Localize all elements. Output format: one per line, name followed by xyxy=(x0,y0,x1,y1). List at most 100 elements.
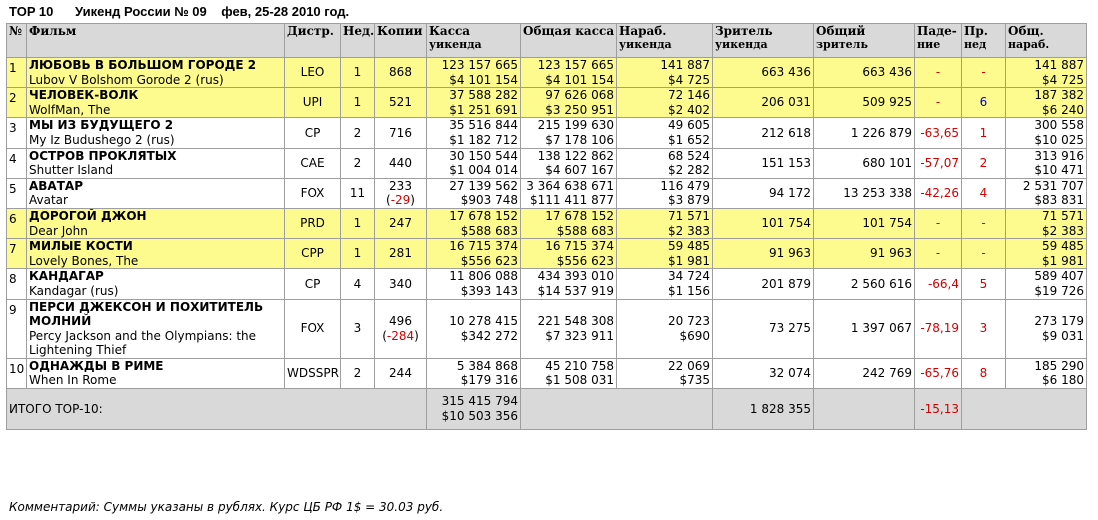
weeks-cell: 2 xyxy=(340,357,375,390)
rank-cell: 1 xyxy=(6,56,27,89)
weeks-count: 1 xyxy=(353,65,362,80)
total-viewers-cell: 1 226 879 xyxy=(813,117,915,149)
total-viewers: 680 101 xyxy=(862,155,912,170)
weeks-count: 11 xyxy=(349,186,366,201)
total-gross-usd: $556 623 xyxy=(556,253,614,268)
weekend-viewers-cell: 206 031 xyxy=(712,87,814,119)
prev-week-cell: - xyxy=(961,207,1006,240)
total-viewers-cell: 509 925 xyxy=(813,87,915,119)
film-cell: ДОРОГОЙ ДЖОН Dear John xyxy=(26,207,285,240)
film-cell: КАНДАГАР Kandagar (rus) xyxy=(26,268,285,300)
header-sublabel: уикенда xyxy=(619,38,672,51)
copies-cell: 247 xyxy=(374,207,427,240)
total-gross-rub: 215 199 630 xyxy=(537,118,614,133)
total-gross-cell: 45 210 758 $1 508 031 xyxy=(520,357,617,390)
total-gross-rub: 3 364 638 671 xyxy=(526,178,614,193)
total-avg-rub: 185 290 xyxy=(1034,358,1084,373)
film-title-ru: МЫ ИЗ БУДУЩЕГО 2 xyxy=(29,118,174,133)
prev-week-rank: 2 xyxy=(979,155,988,170)
copies-cell: 496 (-284) xyxy=(374,298,427,359)
rank-cell: 2 xyxy=(6,87,27,119)
drop-cell: - xyxy=(914,87,962,119)
total-gross-usd: $4 101 154 xyxy=(545,72,614,87)
total-avg-rub: 313 916 xyxy=(1034,148,1084,163)
film-title-en: Shutter Island xyxy=(29,163,114,178)
rank-cell: 6 xyxy=(6,207,27,240)
weekend-viewers-cell: 663 436 xyxy=(712,56,814,89)
col-drop: Паде-ние xyxy=(914,23,962,58)
drop-cell: -65,76 xyxy=(914,357,962,390)
total-viewers: 1 226 879 xyxy=(850,125,912,140)
drop-value: -57,07 xyxy=(920,155,959,170)
weekend-viewers: 151 153 xyxy=(761,155,811,170)
distributor: LEO xyxy=(300,65,325,80)
table-row: 4 ОСТРОВ ПРОКЛЯТЫХ Shutter Island CAE 2 440 30… xyxy=(6,147,1087,179)
weekend-gross-rub: 11 806 088 xyxy=(449,269,518,284)
film-title-ru: ЛЮБОВЬ В БОЛЬШОМ ГОРОДЕ 2 xyxy=(29,58,257,72)
weekend-gross-rub: 27 139 562 xyxy=(449,178,518,193)
total-avg-cell: 59 485 $1 981 xyxy=(1005,238,1087,270)
weeks-cell: 2 xyxy=(340,117,375,149)
total-viewers-cell: 680 101 xyxy=(813,147,915,179)
weekend-viewers: 73 275 xyxy=(769,321,811,336)
weekend-viewers-cell: 101 754 xyxy=(712,207,814,240)
weekend-gross-usd: $179 316 xyxy=(460,373,518,388)
weekend-gross-rub: 37 588 282 xyxy=(449,88,518,103)
weekend-viewers: 206 031 xyxy=(761,95,811,110)
col-film: Фильм xyxy=(26,23,285,58)
drop-cell: -63,65 xyxy=(914,117,962,149)
drop-cell: -78,19 xyxy=(914,298,962,359)
film-title-ru: ПЕРСИ ДЖЕКСОН И ПОХИТИТЕЛЬ МОЛНИЙ xyxy=(29,299,264,329)
film-title-ru: КАНДАГАР xyxy=(29,269,104,284)
total-avg-usd: $2 383 xyxy=(1042,223,1084,238)
total-gross-cell: 123 157 665 $4 101 154 xyxy=(520,56,617,89)
weeks-cell: 1 xyxy=(340,207,375,240)
distributor-cell: CP xyxy=(284,117,341,149)
table-row: 10 ОДНАЖДЫ В РИМЕ When In Rome WDSSPR 2 244 5 … xyxy=(6,357,1087,390)
distributor-cell: UPI xyxy=(284,87,341,119)
weekend-gross-usd: $903 748 xyxy=(460,193,518,208)
header-sublabel: нед xyxy=(964,38,987,51)
film-cell: ПЕРСИ ДЖЕКСОН И ПОХИТИТЕЛЬ МОЛНИЙ Percy J… xyxy=(26,298,285,359)
empty-cell xyxy=(520,388,713,431)
rank-cell: 9 xyxy=(6,298,27,359)
total-viewers-cell: 663 436 xyxy=(813,56,915,89)
distributor-cell: LEO xyxy=(284,56,341,89)
distributor-cell: FOX xyxy=(284,177,341,209)
weekend-gross-rub: 123 157 665 xyxy=(441,58,518,72)
weekend-gross-cell: 10 278 415 $342 272 xyxy=(426,298,521,359)
total-avg-cell: 300 558 $10 025 xyxy=(1005,117,1087,149)
film-title-en: Lovely Bones, The xyxy=(29,253,139,268)
total-viewers: 91 963 xyxy=(870,246,912,261)
rank-number: 9 xyxy=(9,302,17,317)
weekend-gross-cell: 16 715 374 $556 623 xyxy=(426,238,521,270)
weekend-gross-rub: 10 278 415 xyxy=(449,314,518,329)
total-gross-rub: 221 548 308 xyxy=(537,314,614,329)
weekend-viewers: 94 172 xyxy=(769,186,811,201)
rank-number: 3 xyxy=(9,121,17,136)
header-sublabel: уикенда xyxy=(715,38,768,51)
drop-value: - xyxy=(935,216,941,231)
total-gross-cell: 434 393 010 $14 537 919 xyxy=(520,268,617,300)
header-row: № Фильм Дистр. Нед. Копии Касса уикенда Общая к… xyxy=(6,23,1087,58)
total-gross-usd: $14 537 919 xyxy=(537,283,614,298)
weekend-viewers: 663 436 xyxy=(761,65,811,80)
prev-week-rank: - xyxy=(981,246,986,261)
total-weekend-viewers: 1 828 355 xyxy=(749,401,811,416)
film-title-ru: ОСТРОВ ПРОКЛЯТЫХ xyxy=(29,148,177,163)
total-viewers-cell: 101 754 xyxy=(813,207,915,240)
copies-cell: 521 xyxy=(374,87,427,119)
weeks-count: 2 xyxy=(353,155,362,170)
header-label: Общ. xyxy=(1008,24,1044,39)
weeks-count: 2 xyxy=(353,366,362,381)
col-distributor: Дистр. xyxy=(284,23,341,58)
total-gross-cell: 221 548 308 $7 323 911 xyxy=(520,298,617,359)
total-avg-usd: $9 031 xyxy=(1042,328,1084,343)
weekend-gross-usd: $4 101 154 xyxy=(449,72,518,87)
total-avg-cell: 2 531 707 $83 831 xyxy=(1005,177,1087,209)
weekend-avg-rub: 49 605 xyxy=(668,118,710,133)
comment-note: Комментарий: Суммы указаны в рублях. Кур… xyxy=(9,500,444,514)
copies-count: 521 xyxy=(389,95,412,110)
weekend-viewers: 32 074 xyxy=(769,366,811,381)
